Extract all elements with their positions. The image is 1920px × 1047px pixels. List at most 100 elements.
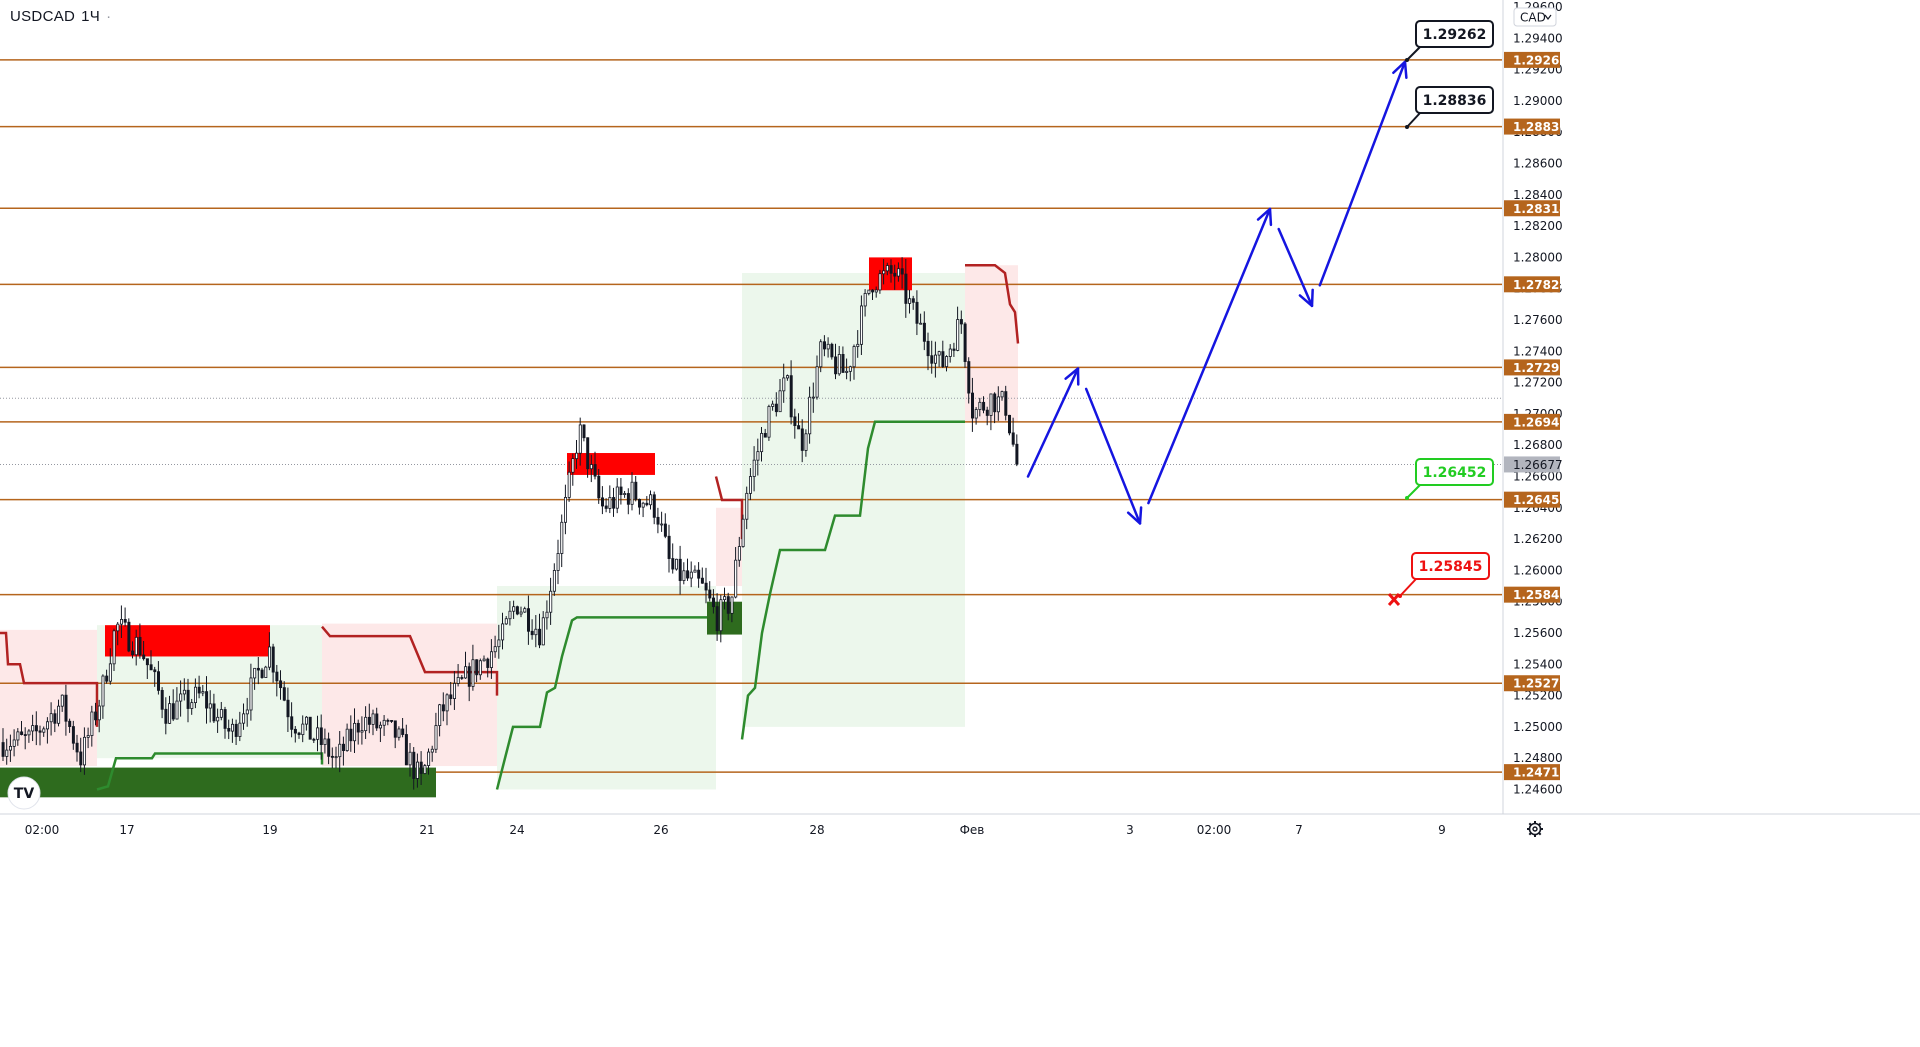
candle[interactable] bbox=[878, 269, 882, 294]
level-price-tag-1.29262[interactable]: 1.29262 bbox=[1504, 51, 1568, 68]
candle[interactable] bbox=[171, 689, 175, 722]
candle[interactable] bbox=[793, 408, 797, 439]
candle[interactable] bbox=[889, 259, 893, 283]
candle[interactable] bbox=[623, 490, 627, 498]
candle[interactable] bbox=[971, 377, 975, 432]
candle[interactable] bbox=[116, 621, 120, 646]
candle[interactable] bbox=[430, 745, 434, 762]
candle[interactable] bbox=[27, 729, 31, 743]
candle[interactable] bbox=[393, 720, 397, 749]
candle[interactable] bbox=[1004, 385, 1008, 421]
candle[interactable] bbox=[978, 397, 982, 417]
candle[interactable] bbox=[985, 406, 989, 426]
candle[interactable] bbox=[445, 693, 449, 726]
candle[interactable] bbox=[904, 259, 908, 318]
candle[interactable] bbox=[538, 613, 542, 649]
candle[interactable] bbox=[571, 453, 575, 486]
candle[interactable] bbox=[301, 715, 305, 743]
candle[interactable] bbox=[378, 721, 382, 743]
candle[interactable] bbox=[427, 748, 431, 775]
candle[interactable] bbox=[338, 731, 342, 773]
candle[interactable] bbox=[5, 738, 9, 765]
candle[interactable] bbox=[908, 289, 912, 314]
price-axis[interactable]: 1.24600 1.24800 1.25000 1.25200 1.25400 1.256… bbox=[1502, 0, 1920, 1042]
candle[interactable] bbox=[108, 648, 112, 685]
candle[interactable] bbox=[993, 392, 997, 424]
candle[interactable] bbox=[75, 734, 79, 762]
candle[interactable] bbox=[819, 339, 823, 373]
candle[interactable] bbox=[663, 513, 667, 539]
candle[interactable] bbox=[730, 596, 734, 623]
candle[interactable] bbox=[919, 313, 923, 325]
candle[interactable] bbox=[586, 437, 590, 478]
candle[interactable] bbox=[223, 706, 227, 739]
candle[interactable] bbox=[871, 289, 875, 301]
candle[interactable] bbox=[282, 681, 286, 702]
candle[interactable] bbox=[786, 374, 790, 381]
support-zone-1[interactable] bbox=[0, 767, 436, 798]
candle[interactable] bbox=[508, 601, 512, 626]
candle[interactable] bbox=[86, 727, 90, 749]
candle[interactable] bbox=[667, 524, 671, 573]
candle[interactable] bbox=[686, 558, 690, 581]
candle[interactable] bbox=[826, 337, 830, 358]
candle[interactable] bbox=[97, 699, 101, 733]
candle[interactable] bbox=[193, 678, 197, 709]
candle[interactable] bbox=[182, 678, 186, 701]
candle[interactable] bbox=[956, 306, 960, 352]
candle[interactable] bbox=[482, 655, 486, 662]
candle[interactable] bbox=[449, 681, 453, 706]
candle[interactable] bbox=[23, 727, 27, 750]
candle[interactable] bbox=[893, 264, 897, 290]
candle[interactable] bbox=[641, 501, 645, 518]
candle[interactable] bbox=[615, 478, 619, 514]
candle[interactable] bbox=[726, 592, 730, 621]
candle[interactable] bbox=[441, 692, 445, 722]
candle[interactable] bbox=[989, 393, 993, 431]
candle[interactable] bbox=[512, 600, 516, 619]
candle[interactable] bbox=[564, 484, 568, 535]
candle[interactable] bbox=[138, 623, 142, 659]
candle[interactable] bbox=[589, 454, 593, 483]
candle[interactable] bbox=[723, 587, 727, 610]
candle[interactable] bbox=[671, 543, 675, 574]
candle[interactable] bbox=[515, 605, 519, 616]
candle[interactable] bbox=[656, 507, 660, 534]
candle[interactable] bbox=[660, 511, 664, 532]
candle[interactable] bbox=[16, 728, 20, 746]
candle[interactable] bbox=[789, 360, 793, 425]
candle[interactable] bbox=[201, 684, 205, 697]
candle[interactable] bbox=[767, 404, 771, 441]
candle[interactable] bbox=[700, 567, 704, 584]
candle[interactable] bbox=[120, 605, 124, 639]
candle[interactable] bbox=[286, 687, 290, 733]
candle[interactable] bbox=[404, 724, 408, 766]
candle[interactable] bbox=[922, 311, 926, 351]
price-callout-4[interactable]: 1.25845 bbox=[1398, 552, 1490, 598]
candle[interactable] bbox=[545, 600, 549, 630]
candle[interactable] bbox=[697, 562, 701, 588]
candle[interactable] bbox=[364, 706, 368, 740]
candle[interactable] bbox=[216, 708, 220, 733]
candle[interactable] bbox=[323, 728, 327, 754]
candle[interactable] bbox=[308, 716, 312, 740]
candle[interactable] bbox=[926, 332, 930, 371]
candle[interactable] bbox=[848, 365, 852, 382]
candle[interactable] bbox=[575, 439, 579, 469]
candle[interactable] bbox=[915, 290, 919, 336]
candle[interactable] bbox=[438, 703, 442, 737]
candle[interactable] bbox=[856, 330, 860, 358]
candle[interactable] bbox=[760, 427, 764, 462]
candle[interactable] bbox=[601, 486, 605, 515]
candle[interactable] bbox=[112, 628, 116, 671]
candle[interactable] bbox=[467, 662, 471, 702]
candle[interactable] bbox=[967, 357, 971, 404]
candle[interactable] bbox=[356, 719, 360, 745]
candle[interactable] bbox=[208, 690, 212, 723]
candle[interactable] bbox=[638, 498, 642, 515]
candle[interactable] bbox=[330, 747, 334, 769]
candle[interactable] bbox=[60, 694, 64, 712]
candle[interactable] bbox=[327, 732, 331, 765]
